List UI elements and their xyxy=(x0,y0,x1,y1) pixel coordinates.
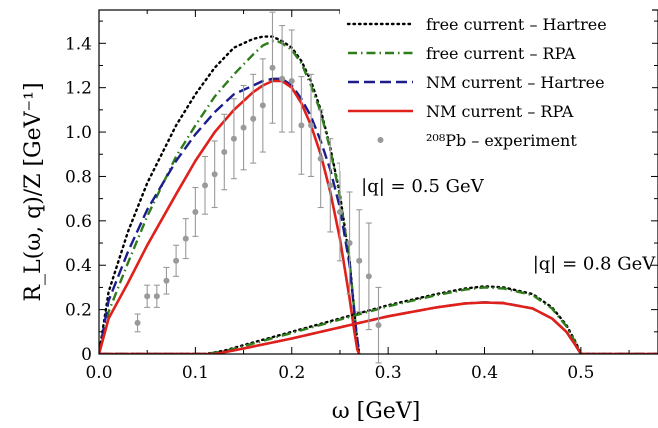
experiment-marker xyxy=(327,182,334,189)
y-tick-label: 0 xyxy=(81,345,92,365)
experiment-marker xyxy=(308,122,315,129)
experiment-point xyxy=(221,113,228,191)
experiment-marker xyxy=(230,135,237,142)
legend: free current – Hartree free current – RPA… xyxy=(340,6,652,171)
legend-label: free current – Hartree xyxy=(426,15,607,34)
experiment-point xyxy=(269,11,276,124)
experiment-point xyxy=(202,155,209,215)
experiment-point xyxy=(259,58,266,153)
experiment-point xyxy=(144,284,151,308)
experiment-marker xyxy=(144,293,151,300)
y-tick-label: 1.0 xyxy=(65,123,92,143)
experiment-point xyxy=(336,162,343,262)
experiment-point xyxy=(279,24,286,133)
x-tick-label: 0.0 xyxy=(85,363,112,383)
series-line-q05-dashdot xyxy=(99,39,361,354)
series-line-q05-dotted xyxy=(99,35,361,354)
experiment-marker xyxy=(250,115,257,122)
experiment-marker xyxy=(279,75,286,82)
experiment-marker xyxy=(288,78,295,85)
experiment-marker xyxy=(259,102,266,109)
y-tick-label: 0.2 xyxy=(65,301,92,321)
experiment-marker xyxy=(375,322,382,329)
experiment-marker xyxy=(202,182,209,189)
experiment-marker xyxy=(134,319,141,326)
x-tick-label: 0.2 xyxy=(278,363,305,383)
experiment-point xyxy=(153,284,160,308)
experiment-marker xyxy=(211,171,218,178)
experiment-marker xyxy=(269,64,276,71)
legend-label: free current – RPA xyxy=(426,44,576,63)
experiment-point xyxy=(173,244,180,277)
x-tick-label: 0.3 xyxy=(375,363,402,383)
x-tick-label: 0.4 xyxy=(471,363,498,383)
experiment-point xyxy=(288,29,295,133)
experiment-point xyxy=(327,138,334,233)
x-tick-label: 0.1 xyxy=(182,363,209,383)
series-line-q08-dashdot xyxy=(99,286,658,354)
experiment-point xyxy=(134,313,141,333)
experiment-marker xyxy=(365,273,372,280)
plot-area: 0.0 0.1 0.2 0.3 0.4 0.5 0 0.2 0.4 0.6 0.8 1.0 1.2 1.4 xyxy=(65,9,658,383)
series-line-q05-solid xyxy=(99,79,361,354)
experiment-point xyxy=(375,286,382,364)
experiment-layer xyxy=(134,11,382,364)
experiment-marker xyxy=(182,235,189,242)
experiment-point xyxy=(356,209,363,313)
y-tick-label: 1.2 xyxy=(65,79,92,99)
experiment-point xyxy=(308,73,315,178)
experiment-marker xyxy=(298,122,305,129)
experiment-point xyxy=(365,222,372,331)
annotation-label: |q| = 0.5 GeV xyxy=(361,176,485,197)
experiment-point xyxy=(182,218,189,260)
experiment-point xyxy=(298,76,305,175)
legend-swatch-experiment xyxy=(377,137,384,143)
y-axis-title: R_L(ω, q)/Z [GeV⁻¹] xyxy=(21,82,46,301)
experiment-point xyxy=(163,266,170,295)
y-tick-label: 1.4 xyxy=(65,34,92,54)
y-tick-label: 0.6 xyxy=(65,212,92,232)
experiment-marker xyxy=(346,240,353,247)
x-axis-title: ω [GeV] xyxy=(332,399,421,424)
experiment-marker xyxy=(356,257,363,264)
experiment-marker xyxy=(336,208,343,215)
legend-label-experiment: ²⁰⁸Pb – experiment xyxy=(426,131,577,150)
experiment-point xyxy=(317,109,324,209)
y-tick-label: 0.8 xyxy=(65,167,92,187)
experiment-marker xyxy=(317,155,324,162)
annotation-label: |q| = 0.8 GeV xyxy=(533,254,657,275)
y-tick-label: 0.4 xyxy=(65,256,92,276)
experiment-marker xyxy=(153,293,160,300)
experiment-marker xyxy=(192,208,199,215)
experiment-point xyxy=(250,73,257,164)
experiment-marker xyxy=(173,257,180,264)
annotations: |q| = 0.5 GeV |q| = 0.8 GeV xyxy=(361,176,656,275)
experiment-marker xyxy=(221,149,228,156)
series-layer xyxy=(99,35,658,354)
experiment-marker xyxy=(240,124,247,131)
legend-label: NM current – RPA xyxy=(426,102,574,121)
experiment-point xyxy=(211,140,218,209)
experiment-marker xyxy=(163,277,170,284)
series-line-q08-solid xyxy=(99,301,658,354)
experiment-point xyxy=(240,84,247,171)
x-tick-label: 0.5 xyxy=(567,363,594,383)
experiment-point xyxy=(346,191,353,295)
ticks-layer: 0.0 0.1 0.2 0.3 0.4 0.5 0 0.2 0.4 0.6 0.8 1.0 1.2 1.4 xyxy=(65,10,658,383)
legend-background xyxy=(340,6,652,171)
experiment-point xyxy=(230,98,237,180)
experiment-point xyxy=(192,186,199,237)
legend-label: NM current – Hartree xyxy=(426,73,605,92)
